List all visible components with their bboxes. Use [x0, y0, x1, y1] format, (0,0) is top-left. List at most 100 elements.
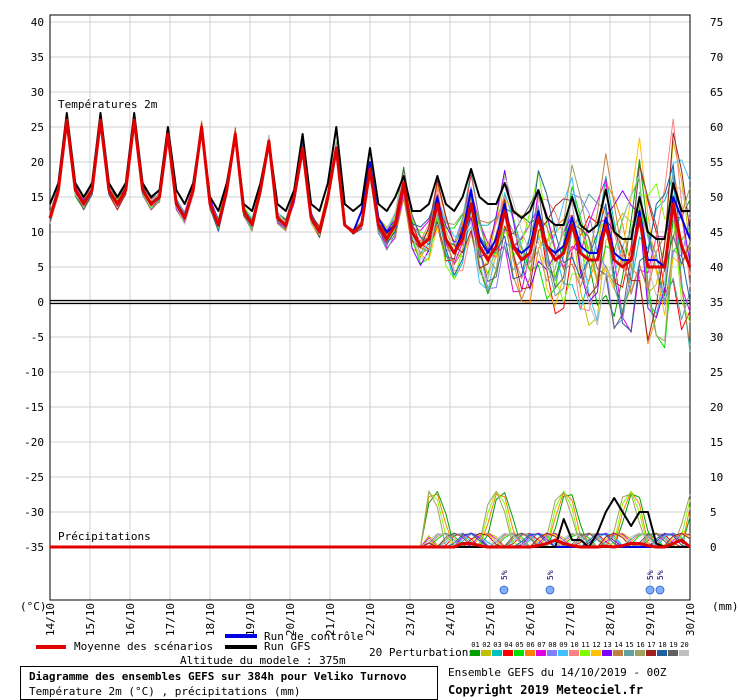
y-left-tick-label: 35 [31, 51, 44, 64]
y-right-tick-label: 40 [710, 261, 723, 274]
y-left-tick-label: -5 [31, 331, 44, 344]
perturbation-legend-item: 15 [625, 641, 634, 649]
x-tick-label: 17/10 [164, 603, 177, 636]
snow-percent-label: 5% [500, 570, 509, 580]
legend-gfs-label: Run GFS [264, 640, 311, 653]
footer-title: Diagramme des ensembles GEFS sur 384h po… [29, 670, 407, 683]
legend-altitude: Altitude du modele : 375m [180, 654, 346, 667]
perturbation-legend-swatch [492, 650, 502, 656]
perturbation-legend-item: 13 [603, 641, 612, 649]
perturbation-legend-item: 09 [559, 641, 568, 649]
x-tick-label: 25/10 [484, 603, 497, 636]
y-left-tick-label: 5 [37, 261, 44, 274]
y-left-tick-label: 40 [31, 16, 44, 29]
y-right-tick-label: 25 [710, 366, 723, 379]
legend-control-swatch [225, 634, 257, 638]
snowflake-icon [499, 585, 509, 595]
series-temp-line [48, 118, 692, 269]
y-left-tick-label: 0 [37, 296, 44, 309]
perturbation-legend-item: 16 [636, 641, 645, 649]
x-tick-label: 22/10 [364, 603, 377, 636]
perturbation-legend-swatch [525, 650, 535, 656]
x-tick-label: 20/10 [284, 603, 297, 636]
main-series-lines [48, 112, 692, 549]
snow-markers: 5% 5% 5% 5% [499, 570, 665, 595]
y-right-tick-label: 10 [710, 471, 723, 484]
footer-copyright: Copyright 2019 Meteociel.fr [448, 683, 644, 697]
perturbation-legend-item: 18 [658, 641, 667, 649]
y-right-tick-label: 45 [710, 226, 723, 239]
perturbation-legend-item: 19 [669, 641, 678, 649]
legend-control-label: Run de contrôle [264, 630, 364, 643]
perturbation-legend-swatch [547, 650, 557, 656]
x-tick-label: 19/10 [244, 603, 257, 636]
legend-gfs-swatch [225, 645, 257, 649]
snow-percent-label: 5% [656, 570, 665, 580]
legend-mean-label: Moyenne des scénarios [74, 640, 214, 653]
y-left-tick-label: -30 [24, 506, 44, 519]
precip-panel-label: Précipitations [58, 530, 151, 543]
snowflake-icon [655, 585, 665, 595]
y-right-tick-label: 55 [710, 156, 723, 169]
perturbation-legend-item: 10 [570, 641, 579, 649]
y-right-tick-label: 5 [710, 506, 717, 519]
x-tick-label: 23/10 [404, 603, 417, 636]
perturbation-legend-swatch [470, 650, 480, 656]
y-left-tick-label: -15 [24, 401, 44, 414]
x-tick-label: 21/10 [324, 603, 337, 636]
x-tick-label: 15/10 [84, 603, 97, 636]
y-left-tick-label: -10 [24, 366, 44, 379]
y-left-tick-label: -20 [24, 436, 44, 449]
legend-mean-swatch [36, 645, 66, 649]
perturbation-legend-swatch [569, 650, 579, 656]
legend-perturbations-label: 20 Perturbations [369, 646, 475, 659]
y-right-tick-label: 70 [710, 51, 723, 64]
perturbation-legend-swatch [580, 650, 590, 656]
perturbation-legend-swatch [679, 650, 689, 656]
series-temp-line [49, 112, 690, 240]
perturbation-legend-swatch [657, 650, 667, 656]
perturbation-legend-swatch [635, 650, 645, 656]
x-tick-label: 30/10 [684, 603, 697, 636]
x-tick-label: 29/10 [644, 603, 657, 636]
perturbation-legend-item: 12 [592, 641, 601, 649]
temp-panel-label: Températures 2m [58, 98, 158, 111]
plot-frame [49, 14, 691, 601]
x-tick-label: 24/10 [444, 603, 457, 636]
perturbation-legend-swatch [558, 650, 568, 656]
perturbation-legend: 01 02 03 04 05 06 07 08 09 10 11 12 13 14 15 16 17 18 19 20 [470, 641, 690, 659]
y-left-unit: (°C) [20, 600, 47, 613]
perturbation-legend-item: 01 [471, 641, 480, 649]
y-right-tick-label: 0 [710, 541, 717, 554]
perturbation-legend-swatch [481, 650, 491, 656]
snow-percent-label: 5% [546, 570, 555, 580]
perturbation-legend-item: 11 [581, 641, 590, 649]
perturbation-legend-swatch [668, 650, 678, 656]
perturbation-legend-swatch [613, 650, 623, 656]
perturbation-legend-item: 08 [548, 641, 557, 649]
perturbation-legend-swatch [503, 650, 513, 656]
y-left-tick-label: 10 [31, 226, 44, 239]
y-left-tick-label: 25 [31, 121, 44, 134]
perturbation-legend-swatch [514, 650, 524, 656]
x-tick-label: 27/10 [564, 603, 577, 636]
y-right-tick-label: 60 [710, 121, 723, 134]
y-right-tick-label: 30 [710, 331, 723, 344]
y-left-tick-label: -25 [24, 471, 44, 484]
snowflake-icon [645, 585, 655, 595]
perturbation-legend-item: 14 [614, 641, 623, 649]
footer-title-box: Diagramme des ensembles GEFS sur 384h po… [20, 666, 438, 700]
y-right-tick-label: 20 [710, 401, 723, 414]
x-tick-label: 18/10 [204, 603, 217, 636]
perturbation-legend-item: 06 [526, 641, 535, 649]
y-left-tick-label: 20 [31, 156, 44, 169]
x-tick-label: 16/10 [124, 603, 137, 636]
y-right-unit: (mm) [712, 600, 739, 613]
perturbation-legend-item: 04 [504, 641, 513, 649]
perturbation-legend-swatch [624, 650, 634, 656]
footer-subtitle: Température 2m (°C) , précipitations (mm… [29, 685, 301, 698]
snow-percent-label: 5% [646, 570, 655, 580]
footer-ensemble-run: Ensemble GEFS du 14/10/2019 - 00Z [448, 666, 667, 679]
x-tick-label: 26/10 [524, 603, 537, 636]
